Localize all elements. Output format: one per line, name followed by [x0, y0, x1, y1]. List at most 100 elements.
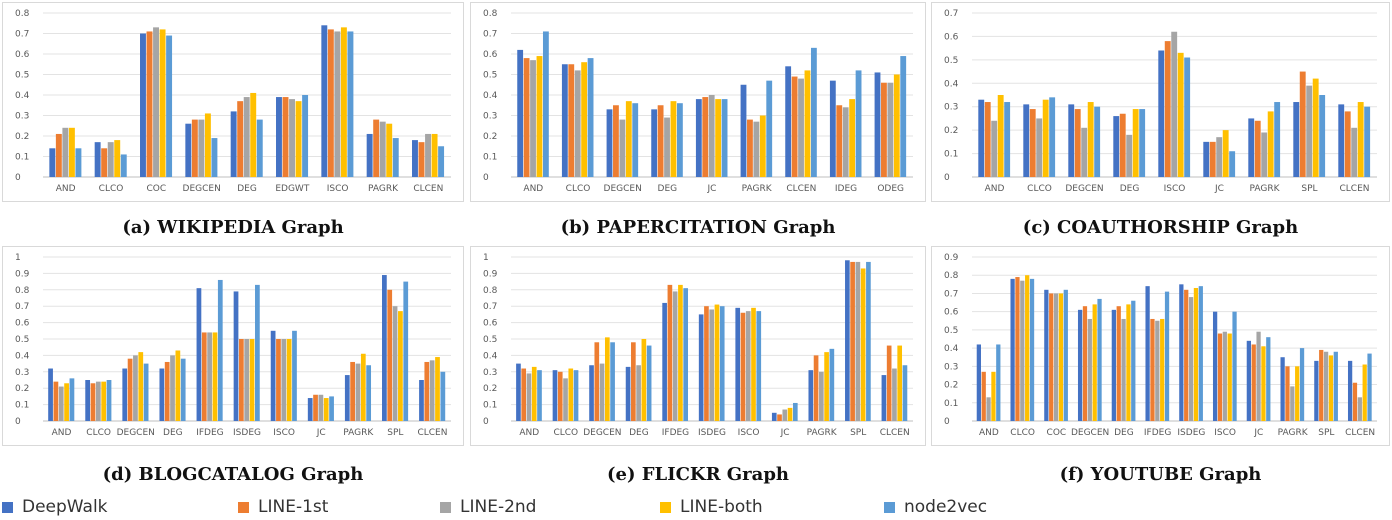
- bar-node2vec-isdeg: [719, 306, 725, 421]
- bar-deepwalk-spl: [1314, 360, 1319, 421]
- bar-node2vec-coc: [166, 35, 173, 177]
- bar-line-both-deg: [175, 350, 181, 421]
- bar-line-1st-isco: [1164, 41, 1171, 177]
- bar-node2vec-odeg: [900, 56, 907, 177]
- bar-line-both-and: [536, 56, 543, 177]
- bar-line-2nd-jc: [1256, 331, 1261, 421]
- bar-node2vec-clcen: [810, 47, 817, 177]
- bar-line-1st-deg: [164, 361, 170, 421]
- caption-flickr: (e) FLICKR Graph: [607, 464, 789, 485]
- bar-node2vec-deg: [676, 103, 683, 177]
- bar-deepwalk-clco: [1023, 104, 1030, 177]
- bar-deepwalk-edgwt: [276, 97, 282, 177]
- x-tick-label: SPL: [1318, 428, 1334, 438]
- y-tick-label: 0.7: [15, 30, 29, 40]
- bar-node2vec-jc: [1229, 151, 1236, 177]
- bar-node2vec-jc: [792, 402, 798, 421]
- bar-line-1st-clcen: [1352, 382, 1358, 421]
- bar-line-both-edgwt: [295, 101, 302, 177]
- bar-deepwalk-ifdeg: [1145, 286, 1150, 421]
- bar-deepwalk-pagrk: [344, 375, 350, 421]
- bar-deepwalk-isdeg: [1179, 284, 1184, 421]
- bar-line-both-coc: [159, 29, 166, 178]
- y-tick-label: 0.1: [15, 153, 29, 163]
- bar-line-both-deg: [250, 92, 257, 177]
- bar-deepwalk-isco: [321, 25, 328, 177]
- bar-line-1st-ifdeg: [201, 332, 207, 421]
- y-tick-label: 0.6: [15, 50, 30, 60]
- bar-line-both-spl: [398, 311, 403, 421]
- bar-line-1st-clcen: [791, 76, 798, 177]
- bar-deepwalk-coc: [1044, 289, 1049, 421]
- bar-node2vec-pagrk: [766, 80, 773, 177]
- bar-line-1st-clcen: [418, 142, 425, 177]
- bar-line-2nd-clcen: [425, 133, 431, 177]
- bar-deepwalk-spl: [845, 260, 850, 421]
- bar-line-2nd-ideg: [842, 107, 849, 177]
- bar-line-1st-clco: [1029, 109, 1036, 177]
- bar-node2vec-clcen: [902, 365, 908, 421]
- bar-deepwalk-deg: [1111, 309, 1116, 421]
- bar-line-1st-ifdeg: [667, 284, 673, 421]
- bar-line-1st-and: [53, 381, 59, 421]
- bar-deepwalk-clco: [1010, 278, 1015, 421]
- y-tick-label: 0.5: [15, 335, 29, 345]
- bar-node2vec-and: [542, 31, 549, 178]
- bar-line-2nd-pagrk: [1261, 132, 1268, 177]
- legend-item-line-2nd: LINE-2nd: [440, 496, 536, 518]
- bar-node2vec-pagrk: [366, 365, 372, 421]
- bar-line-1st-pagrk: [1254, 120, 1261, 177]
- bar-line-2nd-clco: [107, 142, 114, 177]
- bar-deepwalk-pagrk: [366, 133, 373, 177]
- bar-line-both-clco: [581, 62, 588, 178]
- x-tick-label: ISCO: [327, 184, 349, 194]
- legend-item-deepwalk: DeepWalk: [2, 496, 108, 518]
- bar-node2vec-degcen: [610, 342, 615, 421]
- bar-line-both-jc: [1261, 346, 1266, 421]
- bar-line-2nd-clco: [563, 378, 568, 421]
- bar-deepwalk-clco: [561, 64, 568, 177]
- x-tick-label: ISDEG: [698, 428, 726, 438]
- bar-deepwalk-and: [516, 363, 521, 421]
- bar-node2vec-and: [537, 370, 542, 421]
- bar-node2vec-deg: [180, 358, 186, 421]
- x-tick-label: DEG: [237, 184, 257, 194]
- bar-chart: 0 0.1 0.2 0.3 0.4 0.5 0.6 0.7 0.8 AND CLCO DEGCEN DE…: [483, 9, 913, 194]
- bar-line-both-clco: [1025, 275, 1030, 421]
- bar-line-2nd-spl: [1306, 85, 1313, 177]
- bar-line-both-and: [68, 127, 75, 177]
- y-tick-label: 0.2: [15, 384, 29, 394]
- y-tick-label: 0.3: [944, 103, 958, 113]
- bar-line-both-ifdeg: [1160, 318, 1165, 421]
- bar-node2vec-jc: [721, 99, 728, 177]
- bar-deepwalk-spl: [1293, 102, 1300, 177]
- x-tick-label: JC: [707, 184, 717, 194]
- bar-line-both-jc: [323, 398, 329, 421]
- bar-line-both-and: [991, 371, 996, 421]
- bar-deepwalk-jc: [695, 99, 702, 177]
- bar-line-1st-isdeg: [238, 339, 244, 421]
- bar-line-both-clcen: [435, 357, 440, 421]
- bar-line-both-isco: [751, 307, 756, 421]
- bar-node2vec-pagrk: [392, 138, 399, 177]
- bar-line-1st-spl: [1319, 349, 1324, 421]
- bar-line-1st-degcen: [613, 105, 619, 177]
- x-tick-label: SPL: [1301, 184, 1317, 194]
- bar-line-2nd-edgwt: [289, 99, 295, 177]
- bar-chart: 0 0.1 0.2 0.3 0.4 0.5 0.6 0.7 0.8 0.9 AND CLCO COC DE…: [944, 253, 1377, 438]
- bar-node2vec-and: [69, 378, 75, 421]
- bar-line-2nd-pagrk: [355, 363, 361, 421]
- bar-line-2nd-pagrk: [819, 371, 824, 421]
- bar-line-1st-isdeg: [1184, 289, 1189, 421]
- x-tick-label: EDGWT: [275, 184, 309, 194]
- x-tick-label: SPL: [387, 428, 403, 438]
- bar-deepwalk-degcen: [1077, 309, 1083, 421]
- bar-node2vec-ifdeg: [217, 279, 223, 421]
- bar-line-both-clco: [114, 140, 121, 177]
- legend-label: LINE-1st: [258, 497, 329, 517]
- bar-line-1st-edgwt: [282, 97, 289, 177]
- bar-line-2nd-coc: [1053, 293, 1059, 421]
- y-tick-label: 0.1: [944, 150, 958, 160]
- legend-label: node2vec: [904, 497, 988, 517]
- bar-line-1st-odeg: [881, 82, 887, 177]
